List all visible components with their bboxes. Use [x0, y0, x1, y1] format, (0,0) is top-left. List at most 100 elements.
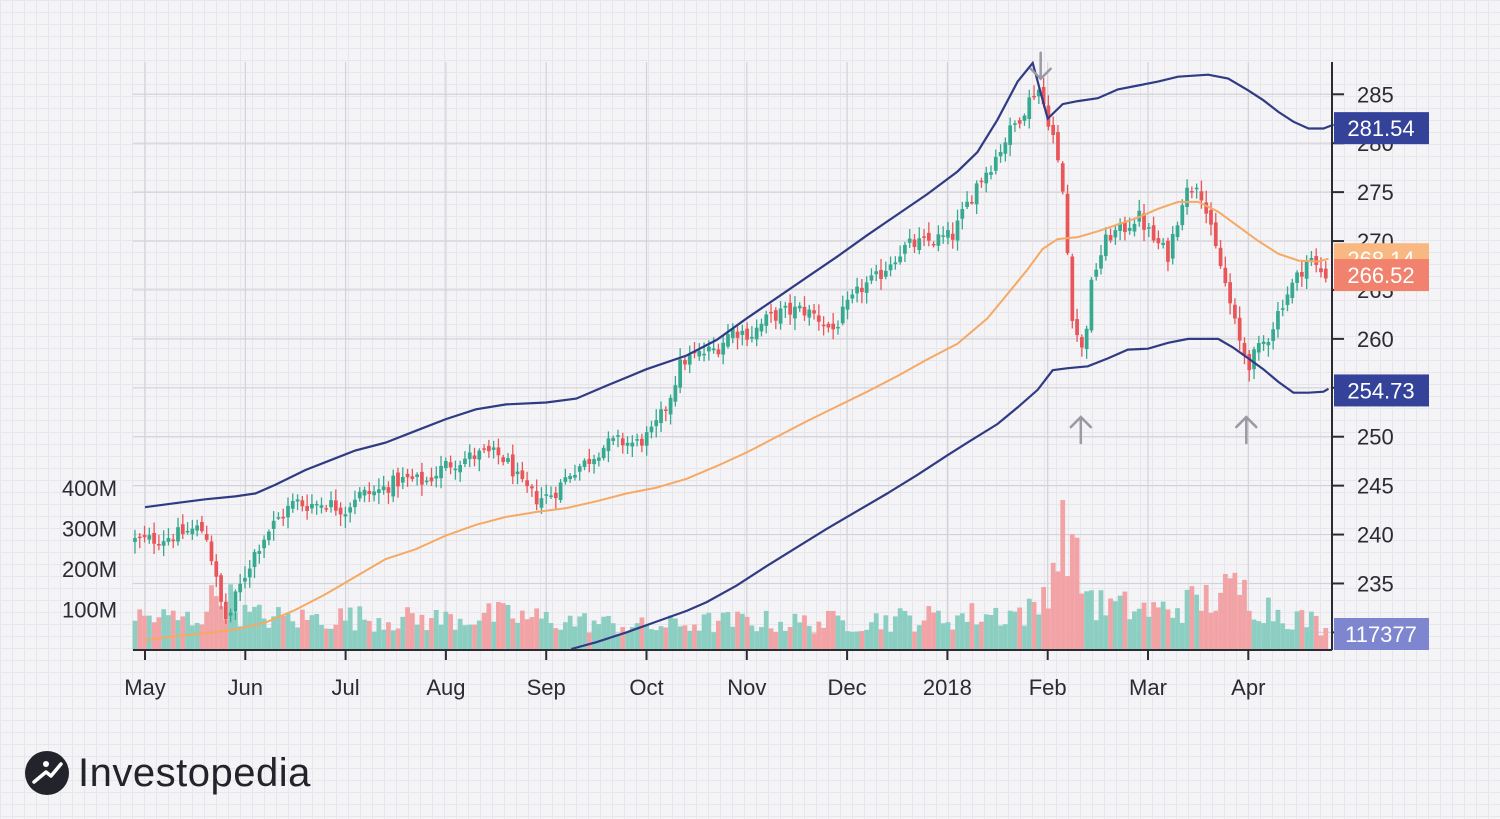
candle-body [458, 465, 463, 473]
volume-bar [1002, 624, 1008, 650]
candle-body [310, 503, 314, 509]
volume-bar [1007, 610, 1013, 650]
candle-body [1256, 343, 1261, 353]
candle-body [1022, 115, 1027, 121]
candle-body [276, 517, 281, 519]
volume-bar [515, 622, 520, 650]
volume-bar [1146, 616, 1152, 650]
candle-body [687, 354, 692, 365]
volume-bar [338, 608, 344, 650]
candle-body [1146, 227, 1151, 229]
candle-body [429, 477, 434, 482]
candle-body [262, 539, 266, 549]
volume-bar [649, 629, 654, 650]
volume-bar [213, 596, 219, 650]
candle-body [750, 336, 754, 339]
candle-body [166, 538, 171, 542]
candle-body [200, 521, 204, 532]
volume-bar [381, 629, 387, 650]
candle-body [1213, 222, 1218, 247]
volume-bar [816, 621, 822, 650]
candle-body [678, 359, 683, 388]
price-badge-label: 117377 [1345, 622, 1417, 647]
candle-body [1132, 223, 1137, 232]
volume-bar [414, 624, 420, 650]
y-tick-label: 275 [1357, 180, 1394, 205]
candle-body [491, 447, 496, 450]
volume-bar [620, 627, 626, 650]
volume-bar [811, 633, 817, 650]
volume-bar [840, 620, 846, 650]
volume-bar [936, 610, 941, 650]
volume-bar [787, 626, 793, 650]
candle-body [558, 482, 563, 501]
candle-body [1290, 282, 1295, 298]
candle-body [649, 426, 654, 433]
y-tick-label: 285 [1357, 82, 1394, 107]
candle-body [611, 438, 616, 441]
candle-body [1003, 142, 1008, 154]
candle-body [1161, 242, 1166, 245]
volume-bar [347, 607, 353, 650]
candle-body [405, 473, 410, 478]
candle-body [754, 327, 759, 340]
y-tick-label: 240 [1357, 523, 1394, 548]
candle-body [439, 465, 443, 479]
volume-bar [266, 627, 272, 650]
candle-body [965, 201, 969, 207]
candle-body [1194, 187, 1199, 190]
candle-body [1103, 234, 1108, 257]
candle-body [1304, 260, 1309, 279]
candle-body [295, 499, 300, 502]
volume-bar [1242, 579, 1247, 650]
volume-bar [132, 620, 138, 650]
candle-body [1204, 202, 1209, 214]
volume-bar [343, 620, 348, 650]
volume-bar [362, 619, 367, 650]
candle-body [338, 507, 343, 515]
candle-body [142, 535, 147, 538]
candle-body [984, 172, 989, 184]
volume-bar [878, 629, 884, 650]
volume-bar [1218, 592, 1223, 650]
candle-body [1247, 353, 1252, 371]
candle-body [879, 269, 883, 279]
candle-body [137, 536, 142, 539]
candle-body [697, 350, 702, 357]
volume-bar [524, 619, 530, 650]
candle-body [1051, 124, 1056, 136]
volume-bar [328, 628, 334, 650]
volume-bar [735, 611, 740, 650]
candle-body [625, 442, 630, 446]
candle-body [257, 551, 262, 554]
candle-body [587, 458, 592, 464]
volume-bar [1323, 628, 1329, 650]
candle-body [926, 232, 931, 241]
volume-bar [763, 610, 769, 650]
volume-bar [1012, 611, 1018, 650]
volume-bar [386, 622, 391, 650]
candle-body [711, 348, 716, 351]
candle-body [802, 306, 807, 316]
candle-body [1027, 97, 1032, 119]
volume-bar [429, 618, 434, 650]
candle-body [998, 152, 1003, 157]
volume-bar [826, 610, 831, 650]
candle-body [735, 331, 740, 338]
volume-bar [1155, 607, 1161, 650]
volume-bar [955, 615, 960, 650]
volume-bar [778, 621, 783, 650]
volume-bar [1022, 625, 1027, 650]
volume-bar [567, 615, 573, 650]
volume-bar [1050, 562, 1056, 650]
volume-bar [1151, 602, 1156, 650]
candle-body [716, 349, 721, 355]
candle-body [300, 500, 305, 507]
candle-body [1223, 267, 1228, 284]
candlesticks [133, 77, 1328, 624]
volume-bar [768, 628, 774, 650]
volume-bar [1285, 629, 1290, 650]
candle-body [314, 503, 319, 506]
volume-bar [486, 603, 492, 650]
volume-bar [739, 613, 745, 650]
